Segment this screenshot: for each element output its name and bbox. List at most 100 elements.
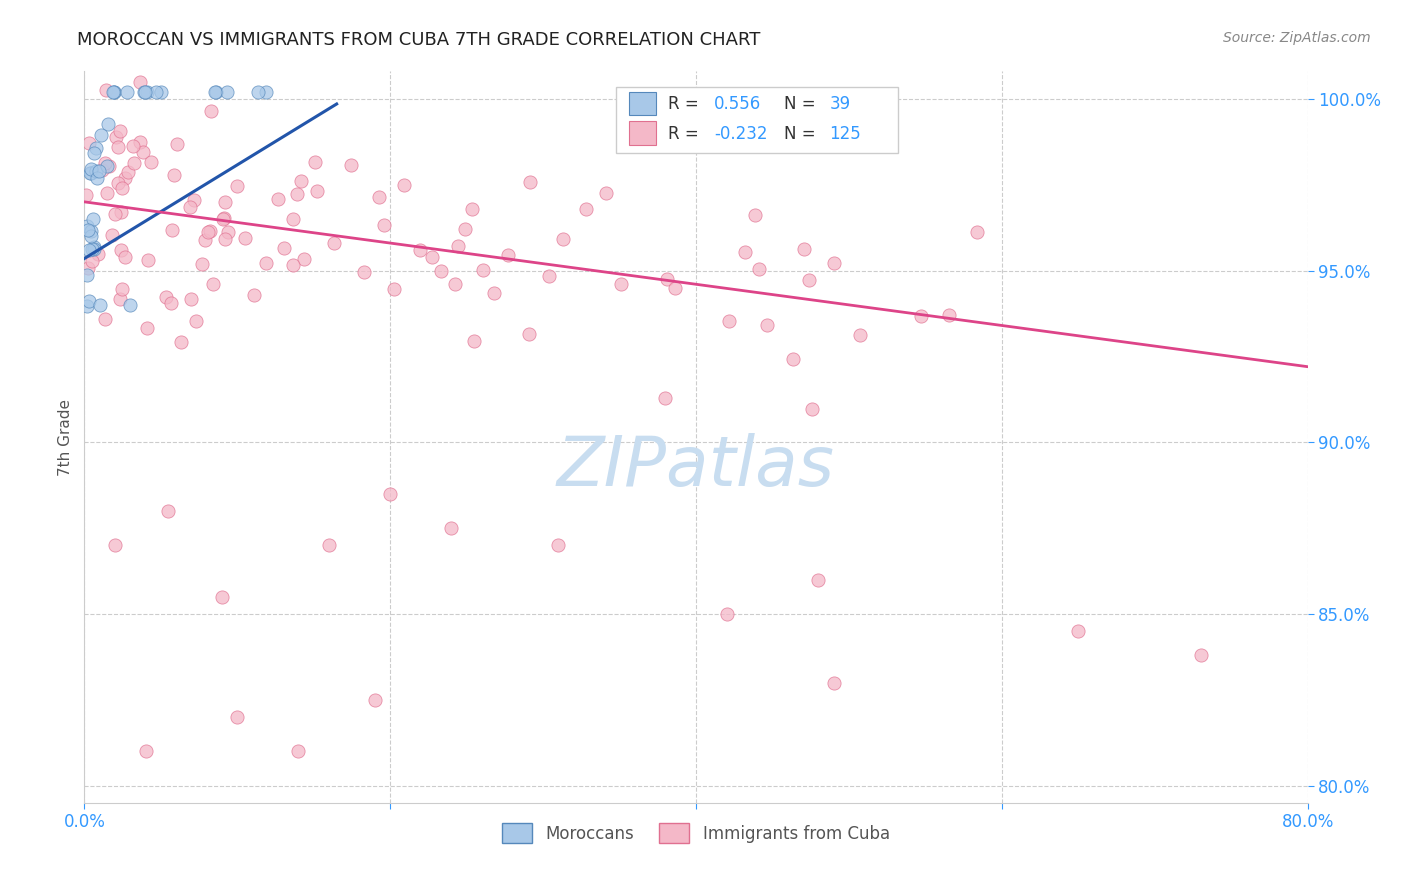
Point — [380, 487, 402, 501]
Point — [800, 402, 823, 417]
Point — [304, 155, 326, 169]
Point — [180, 293, 202, 307]
Legend: Moroccans, Immigrants from Cuba: Moroccans, Immigrants from Cuba — [495, 817, 897, 849]
Point — [204, 85, 226, 99]
Point — [157, 504, 180, 518]
Point — [114, 251, 136, 265]
Point — [235, 230, 257, 244]
Point — [610, 277, 633, 292]
Point — [290, 174, 312, 188]
Point — [797, 273, 820, 287]
Point — [77, 243, 100, 257]
Point — [547, 538, 569, 552]
Point — [200, 104, 222, 119]
Point — [551, 232, 574, 246]
Point — [225, 178, 247, 193]
Point — [364, 693, 387, 707]
Point — [938, 308, 960, 322]
Point — [243, 288, 266, 302]
Point — [82, 254, 104, 268]
Point — [463, 334, 485, 348]
Point — [134, 85, 156, 99]
Point — [472, 262, 495, 277]
Point — [966, 225, 988, 239]
Point — [101, 228, 124, 243]
Point — [323, 236, 346, 251]
Text: ZIPatlas: ZIPatlas — [557, 433, 835, 500]
Text: -0.232: -0.232 — [714, 125, 768, 144]
Point — [114, 170, 136, 185]
Point — [111, 282, 134, 296]
Point — [716, 607, 738, 621]
Point — [461, 202, 484, 216]
Point — [205, 85, 228, 99]
Point — [79, 165, 101, 179]
Point — [318, 538, 340, 552]
Point — [748, 262, 770, 277]
Bar — [628, 92, 655, 115]
Point — [654, 391, 676, 405]
Point — [110, 292, 132, 306]
Point — [575, 202, 598, 216]
Text: 125: 125 — [830, 125, 860, 144]
Point — [83, 146, 105, 161]
Point — [382, 282, 405, 296]
Bar — [628, 121, 655, 145]
Point — [285, 186, 308, 201]
Point — [93, 312, 115, 326]
Point — [484, 286, 506, 301]
Point — [166, 136, 188, 151]
Point — [76, 268, 98, 282]
Point — [446, 239, 468, 253]
Point — [107, 140, 129, 154]
Point — [77, 223, 100, 237]
Point — [77, 294, 100, 309]
Point — [80, 162, 103, 177]
Point — [76, 219, 98, 234]
Point — [135, 744, 157, 758]
Point — [444, 277, 467, 292]
Point — [103, 85, 125, 99]
Point — [664, 281, 686, 295]
Point — [307, 184, 329, 198]
Point — [76, 261, 98, 276]
Text: 0.556: 0.556 — [714, 95, 762, 112]
Point — [756, 318, 779, 332]
Point — [120, 298, 142, 312]
Text: Source: ZipAtlas.com: Source: ZipAtlas.com — [1223, 31, 1371, 45]
Point — [108, 124, 131, 138]
Point — [211, 212, 233, 227]
Point — [734, 245, 756, 260]
Point — [80, 166, 103, 180]
Point — [110, 205, 132, 219]
Point — [75, 187, 97, 202]
Point — [87, 163, 110, 178]
Point — [136, 85, 159, 99]
Point — [910, 309, 932, 323]
Point — [97, 116, 120, 130]
Point — [202, 277, 225, 291]
Text: MOROCCAN VS IMMIGRANTS FROM CUBA 7TH GRADE CORRELATION CHART: MOROCCAN VS IMMIGRANTS FROM CUBA 7TH GRA… — [77, 31, 761, 49]
Point — [110, 243, 132, 257]
Point — [848, 328, 870, 343]
Point — [287, 744, 309, 758]
Bar — [616, 87, 898, 153]
Point — [76, 299, 98, 313]
Point — [160, 295, 183, 310]
Point — [117, 164, 139, 178]
Point — [87, 247, 110, 261]
Point — [1189, 648, 1212, 662]
Point — [96, 186, 118, 200]
Point — [823, 256, 845, 270]
Point — [179, 200, 201, 214]
Text: R =: R = — [668, 125, 699, 144]
Point — [717, 313, 740, 327]
Point — [409, 243, 432, 257]
Point — [80, 228, 103, 243]
Point — [292, 252, 315, 266]
Point — [82, 211, 104, 226]
Point — [267, 192, 290, 206]
Point — [353, 265, 375, 279]
Point — [496, 248, 519, 262]
Point — [184, 314, 207, 328]
